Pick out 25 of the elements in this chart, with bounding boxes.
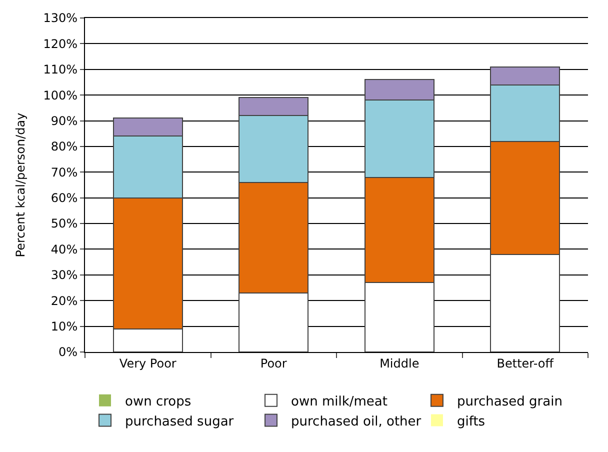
legend-label: gifts xyxy=(456,414,486,430)
y-tick-label: 80% xyxy=(50,140,78,154)
legend-label: purchased sugar xyxy=(125,414,234,430)
y-tick-label: 0% xyxy=(58,345,78,360)
y-tick-label: 100% xyxy=(43,88,78,102)
legend-label: purchased oil, other xyxy=(290,414,422,430)
y-tick-label: 10% xyxy=(50,320,78,334)
y-tick-label: 60% xyxy=(50,191,78,206)
y-tick-label: 30% xyxy=(50,268,78,282)
y-tick-label: 90% xyxy=(50,114,78,128)
y-tick-label: 110% xyxy=(43,62,78,77)
x-tick-label: Poor xyxy=(260,356,287,370)
legend-label: own crops xyxy=(125,394,192,410)
y-tick-label: 120% xyxy=(43,36,78,51)
x-tick-label: Very Poor xyxy=(119,356,176,370)
y-tick-label: 50% xyxy=(50,216,78,231)
y-axis-title: Percent kcal/person/day xyxy=(14,112,28,258)
y-tick-label: 130% xyxy=(43,11,78,26)
legend-label: own milk/meat xyxy=(290,394,388,410)
x-tick-label: Middle xyxy=(380,356,420,370)
y-tick-label: 40% xyxy=(50,242,78,256)
legend-label: purchased grain xyxy=(456,394,562,410)
y-tick-label: 20% xyxy=(50,294,78,308)
y-tick-label: 70% xyxy=(50,165,78,180)
x-tick-label: Better-off xyxy=(496,356,554,370)
